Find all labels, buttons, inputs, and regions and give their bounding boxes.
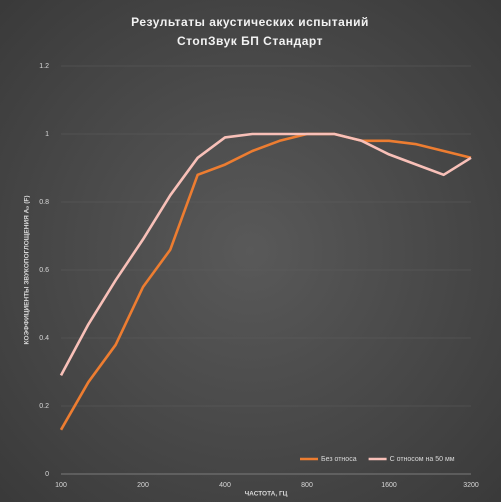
legend-label: Без относа bbox=[321, 456, 357, 463]
chart-subtitle: СтопЗвук БП Стандарт bbox=[177, 34, 323, 48]
y-tick-label: 0 bbox=[45, 471, 49, 478]
series-line bbox=[59, 132, 472, 431]
legend-label: С относом на 50 мм bbox=[390, 456, 455, 463]
y-tick-label: 0.8 bbox=[39, 199, 49, 206]
x-tick-label: 1600 bbox=[381, 482, 397, 489]
y-tick-label: 0.4 bbox=[39, 335, 49, 342]
y-tick-label: 0.6 bbox=[39, 267, 49, 274]
chart-title: Результаты акустических испытаний bbox=[131, 15, 369, 29]
y-tick-label: 0.2 bbox=[39, 403, 49, 410]
y-tick-label: 1 bbox=[45, 131, 49, 138]
x-axis-title: ЧАСТОТА, ГЦ bbox=[245, 491, 288, 498]
x-tick-label: 800 bbox=[301, 482, 313, 489]
x-tick-label: 100 bbox=[55, 482, 67, 489]
y-tick-label: 1.2 bbox=[39, 63, 49, 70]
x-tick-label: 200 bbox=[137, 482, 149, 489]
x-tick-label: 400 bbox=[219, 482, 231, 489]
y-axis-title: КОЭФФИЦИЕНТЫ ЗВУКОПОГЛОЩЕНИЯ Aₚ (F) bbox=[24, 195, 31, 344]
series-line bbox=[59, 132, 472, 377]
x-tick-label: 3200 bbox=[463, 482, 479, 489]
